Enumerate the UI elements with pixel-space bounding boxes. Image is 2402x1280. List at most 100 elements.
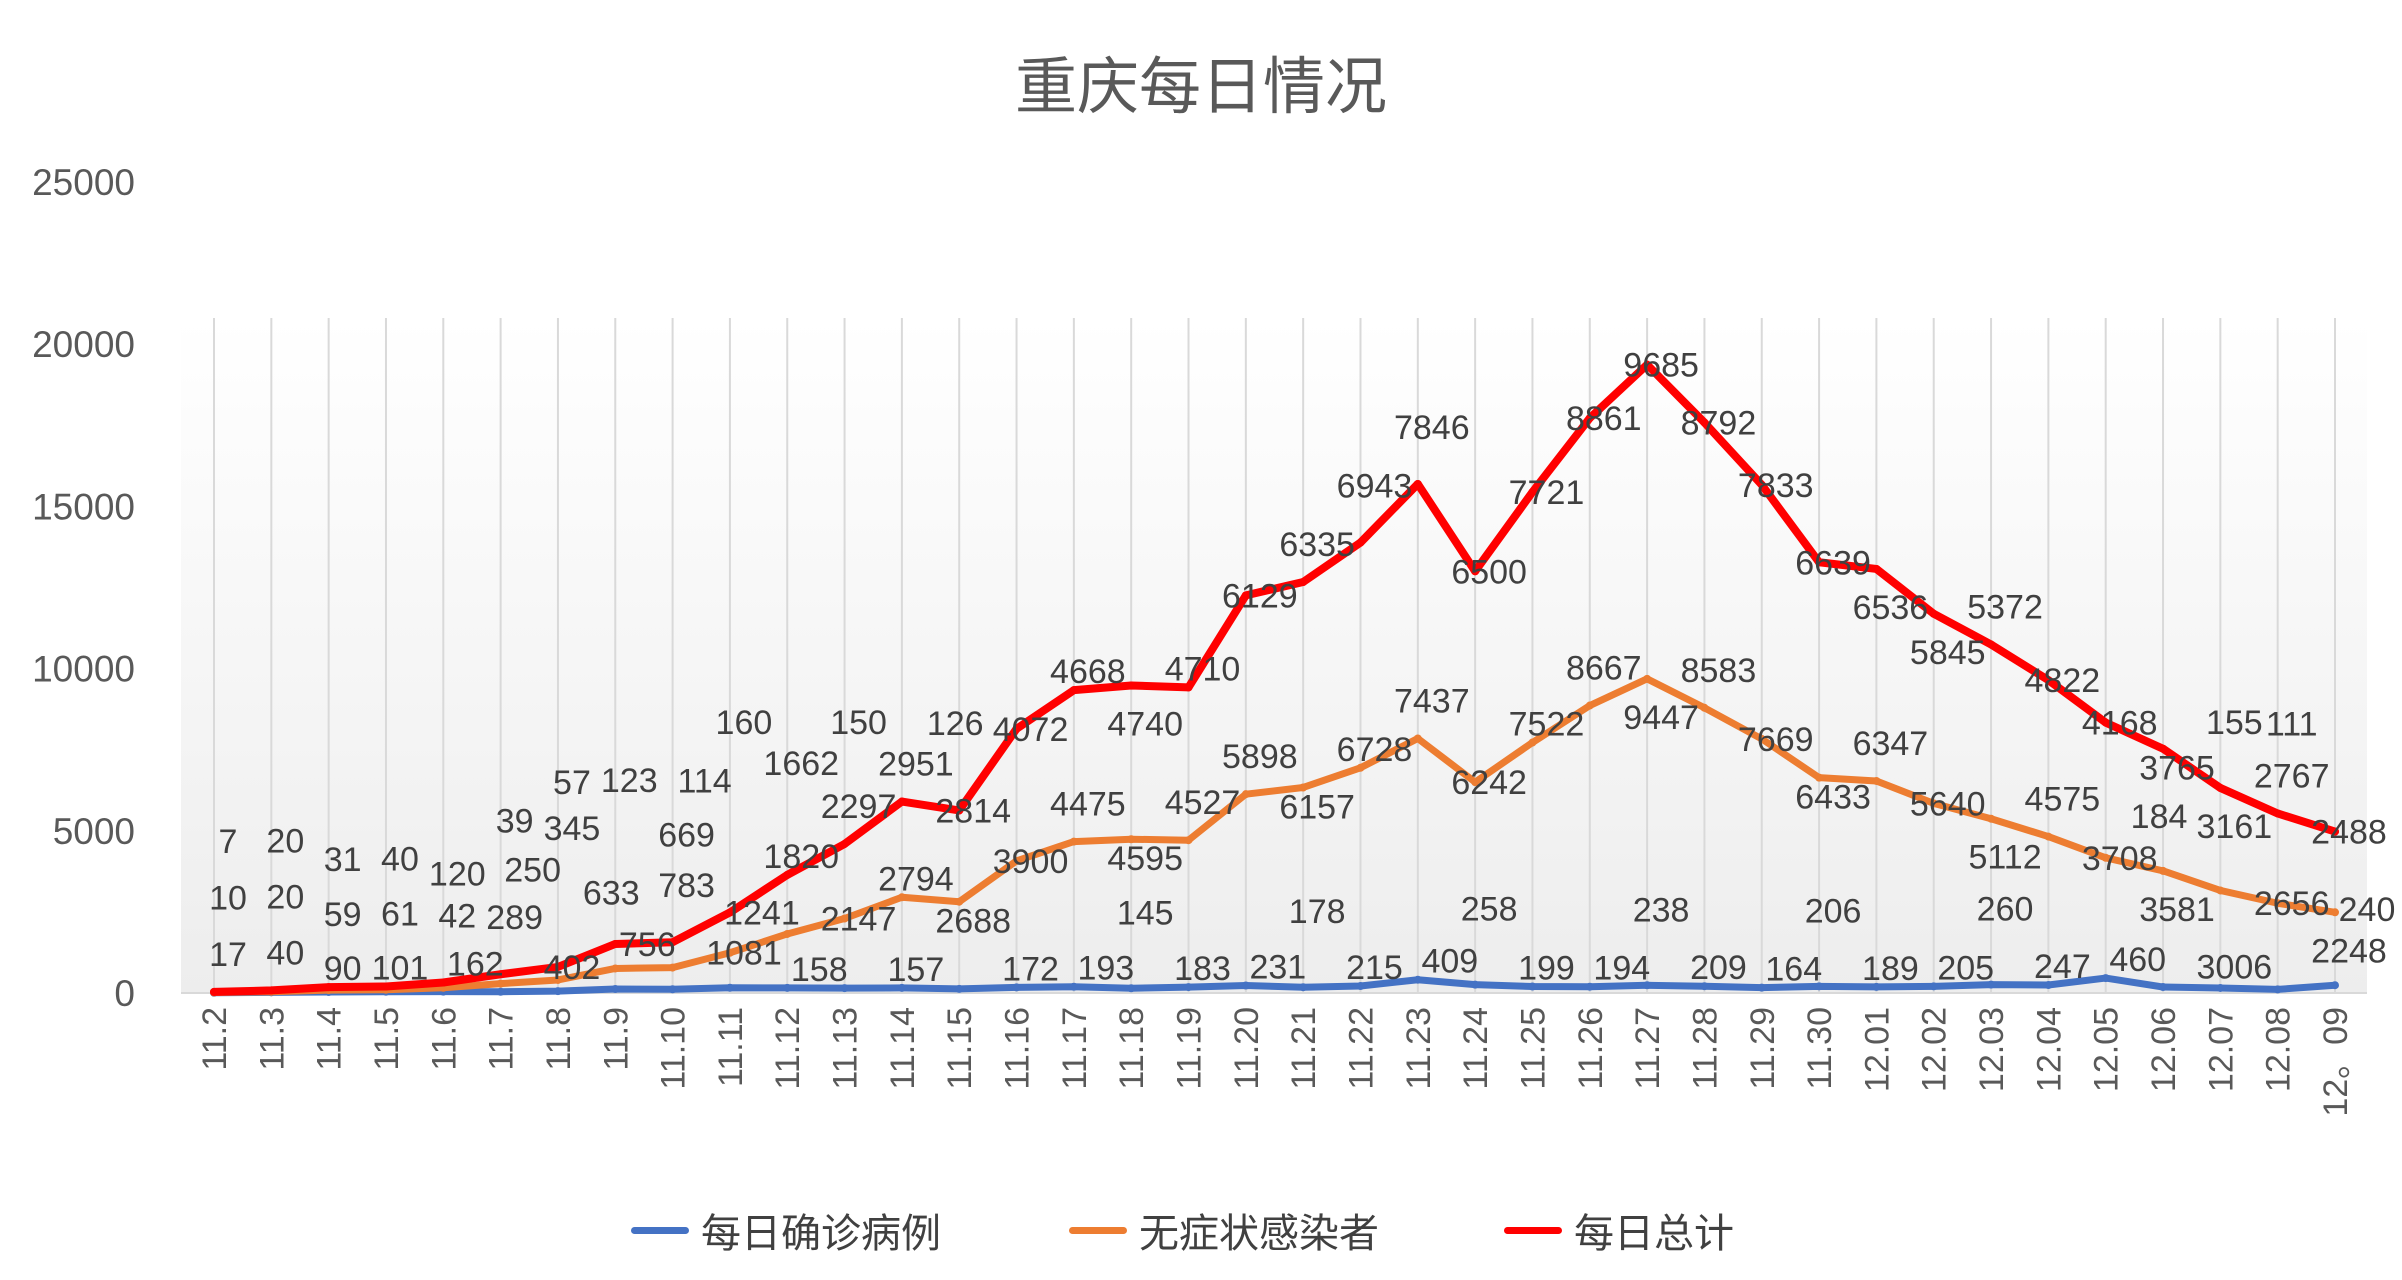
data-label: 6157 xyxy=(1279,788,1355,826)
data-point xyxy=(210,987,218,996)
data-point xyxy=(897,797,906,806)
legend-item-asymptomatic[interactable]: 无症状感染者 xyxy=(1069,1200,1379,1260)
data-label: 5845 xyxy=(1910,634,1986,672)
series-line-2 xyxy=(210,675,2339,996)
data-label: 158 xyxy=(791,951,848,989)
legend-swatch-total xyxy=(1504,1226,1562,1234)
data-point xyxy=(955,806,964,815)
data-point xyxy=(1413,975,1422,984)
data-label: 3581 xyxy=(2139,891,2215,929)
legend-item-confirmed[interactable]: 每日确诊病例 xyxy=(631,1200,941,1260)
data-label: 4527 xyxy=(1165,784,1241,822)
data-point xyxy=(1929,799,1938,808)
data-point xyxy=(1184,836,1193,845)
data-label: 145 xyxy=(1117,894,1174,932)
data-point xyxy=(668,963,677,972)
data-label: 90 xyxy=(324,950,362,988)
data-label: 199 xyxy=(1518,950,1575,988)
data-point xyxy=(2044,980,2053,989)
data-label: 6500 xyxy=(1451,553,1527,591)
data-point xyxy=(1299,783,1308,792)
data-point xyxy=(897,893,906,902)
data-point xyxy=(1241,790,1250,799)
x-tick-label: 11.13 xyxy=(827,1007,865,1090)
x-tick-label: 11.12 xyxy=(769,1007,807,1090)
data-label: 189 xyxy=(1862,950,1919,988)
data-label: 3900 xyxy=(993,843,1069,881)
x-tick-label: 11.14 xyxy=(884,1007,922,1090)
plot-area xyxy=(181,318,2367,993)
data-label: 402 xyxy=(544,949,601,987)
data-point xyxy=(1241,591,1250,600)
data-label: 40 xyxy=(266,934,304,972)
y-tick-label: 5000 xyxy=(53,811,135,852)
data-label: 209 xyxy=(1690,949,1747,987)
data-label: 4595 xyxy=(1107,840,1183,878)
data-label: 5640 xyxy=(1910,785,1986,823)
data-label: 6433 xyxy=(1795,779,1871,817)
data-point xyxy=(1471,980,1480,989)
y-tick-label: 10000 xyxy=(32,649,135,690)
data-label: 8583 xyxy=(1681,652,1757,690)
data-label: 3765 xyxy=(2139,750,2215,788)
data-point xyxy=(496,970,505,979)
legend-item-total[interactable]: 每日总计 xyxy=(1504,1200,1734,1260)
data-label: 5898 xyxy=(1222,738,1298,776)
x-tick-label: 11.20 xyxy=(1228,1007,1266,1090)
data-point xyxy=(955,897,964,906)
data-label: 7437 xyxy=(1394,682,1470,720)
x-tick-label: 12.08 xyxy=(2260,1007,2298,1092)
data-point xyxy=(1643,981,1652,990)
data-label: 123 xyxy=(601,762,658,800)
x-tick-label: 11.29 xyxy=(1744,1007,1782,1090)
x-tick-label: 11.27 xyxy=(1629,1007,1667,1090)
data-point xyxy=(668,985,677,994)
data-point xyxy=(1643,360,1652,369)
data-point xyxy=(1643,674,1652,683)
data-point xyxy=(2101,974,2110,983)
x-tick-label: 11.21 xyxy=(1285,1007,1323,1090)
data-label: 289 xyxy=(486,899,543,937)
data-point xyxy=(2044,832,2053,841)
data-label: 4740 xyxy=(1107,705,1183,743)
data-point xyxy=(1872,982,1881,991)
data-point xyxy=(1127,835,1136,844)
data-point xyxy=(1987,814,1996,823)
x-tick-label: 11.30 xyxy=(1801,1007,1839,1090)
data-point xyxy=(2273,809,2282,818)
data-point xyxy=(496,987,505,996)
data-label: 162 xyxy=(447,945,504,983)
data-point xyxy=(2273,899,2282,908)
y-tick-label: 15000 xyxy=(32,486,135,527)
data-point xyxy=(1471,567,1480,576)
data-point xyxy=(840,914,849,923)
data-point xyxy=(1872,776,1881,785)
x-tick-label: 11.2 xyxy=(196,1007,234,1071)
data-point xyxy=(2159,866,2168,875)
data-point xyxy=(2331,827,2339,836)
data-point xyxy=(1585,414,1594,423)
x-tick-label: 11.6 xyxy=(425,1007,463,1071)
data-point xyxy=(783,983,792,992)
x-tick-label: 11.25 xyxy=(1514,1007,1552,1090)
x-tick-label: 11.8 xyxy=(540,1007,578,1071)
legend-label: 每日确诊病例 xyxy=(701,1212,941,1256)
data-label: 3006 xyxy=(2197,948,2273,986)
data-point xyxy=(1241,981,1250,990)
data-label: 164 xyxy=(1765,951,1822,989)
data-label: 3708 xyxy=(2082,840,2158,878)
data-label: 247 xyxy=(2034,948,2091,986)
data-point xyxy=(1012,856,1021,865)
data-label: 2297 xyxy=(821,788,897,826)
x-tick-label: 11.28 xyxy=(1686,1007,1724,1090)
data-label: 20 xyxy=(266,822,304,860)
data-label: 194 xyxy=(1593,950,1650,988)
x-tick-label: 11.9 xyxy=(597,1007,635,1071)
data-label: 7846 xyxy=(1394,409,1470,447)
data-label: 57 xyxy=(553,764,591,802)
data-label: 460 xyxy=(2109,941,2166,979)
x-tick-label: 11.23 xyxy=(1400,1007,1438,1090)
data-label: 4710 xyxy=(1165,650,1241,688)
data-label: 4072 xyxy=(993,711,1069,749)
data-label: 178 xyxy=(1289,893,1346,931)
